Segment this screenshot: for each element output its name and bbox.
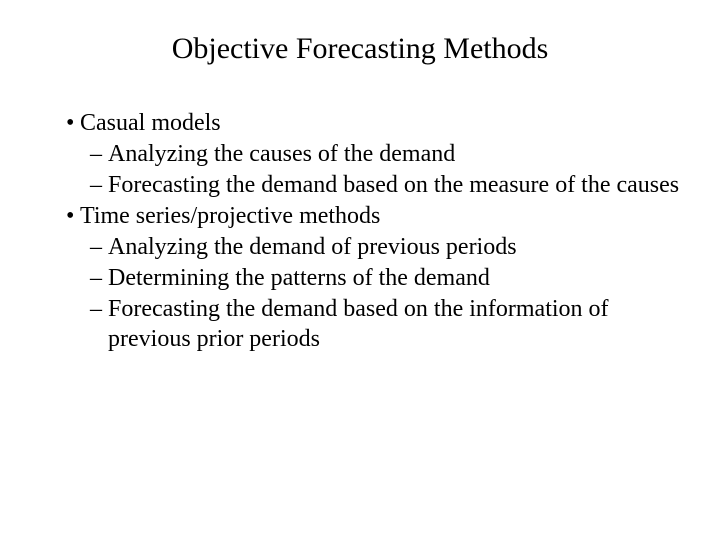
bullet-item: –Analyzing the demand of previous period… [40, 232, 680, 262]
bullet-text: Determining the patterns of the demand [108, 265, 490, 291]
bullet-text: Forecasting the demand based on the info… [108, 296, 609, 352]
bullet-marker: • [66, 201, 80, 231]
bullet-marker: – [90, 263, 108, 293]
bullet-text: Casual models [80, 110, 221, 136]
bullet-item: –Determining the patterns of the demand [40, 263, 680, 293]
slide-body: •Casual models –Analyzing the causes of … [40, 108, 680, 354]
slide-title: Objective Forecasting Methods [40, 32, 680, 66]
bullet-item: –Analyzing the causes of the demand [40, 139, 680, 169]
bullet-text: Forecasting the demand based on the meas… [108, 172, 679, 198]
bullet-marker: • [66, 108, 80, 138]
bullet-text: Analyzing the causes of the demand [108, 141, 455, 167]
bullet-text: Time series/projective methods [80, 203, 380, 229]
bullet-item: –Forecasting the demand based on the inf… [40, 294, 680, 354]
bullet-marker: – [90, 294, 108, 324]
bullet-item: •Time series/projective methods [54, 201, 680, 231]
bullet-item: –Forecasting the demand based on the mea… [40, 170, 680, 200]
bullet-marker: – [90, 170, 108, 200]
bullet-item: •Casual models [54, 108, 680, 138]
bullet-marker: – [90, 232, 108, 262]
bullet-marker: – [90, 139, 108, 169]
bullet-text: Analyzing the demand of previous periods [108, 234, 517, 260]
